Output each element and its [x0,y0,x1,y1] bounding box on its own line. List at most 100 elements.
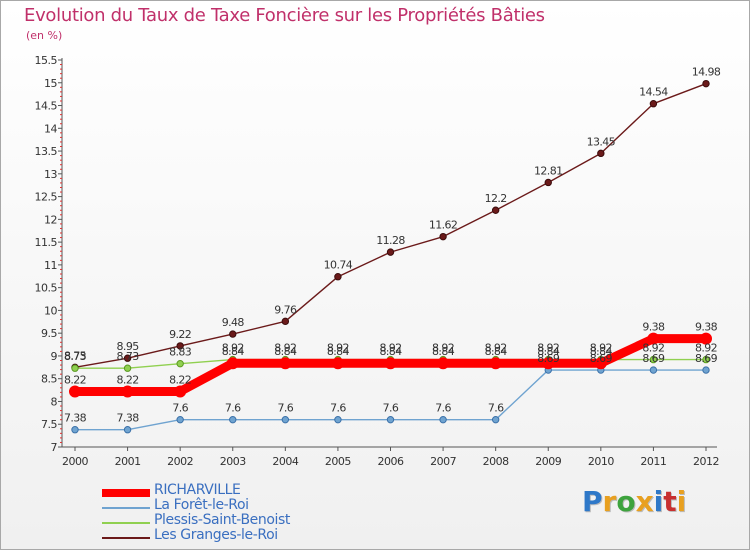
data-label: 8.73 [117,350,140,363]
y-tick-label: 15.5 [35,54,58,67]
y-tick-label: 8.5 [41,373,57,386]
data-point [69,385,81,398]
data-label: 12.81 [534,164,563,177]
x-tick-label: 2004 [272,455,298,468]
data-label: 7.6 [488,402,504,415]
data-label: 8.84 [590,345,613,358]
data-point [121,385,134,398]
data-point [386,248,395,256]
data-point [542,357,555,370]
data-label: 8.92 [432,342,454,355]
data-point [489,357,502,370]
data-label: 8.75 [64,349,87,362]
data-label: 8.83 [169,346,192,359]
data-label: 8.92 [642,342,664,355]
x-tick-label: 2009 [535,455,561,468]
logo-letter: P [582,485,603,518]
unit-label: (en %) [26,29,63,42]
logo-letter: i [676,485,687,518]
data-label: 9.38 [642,321,665,334]
data-label: 11.28 [376,234,405,247]
x-tick-label: 2007 [430,455,456,468]
data-label: 9.76 [274,303,297,316]
y-tick-label: 11 [44,259,57,272]
data-point [176,359,184,368]
y-tick-label: 9 [51,350,58,363]
y-tick-label: 15 [44,77,57,90]
data-point [123,354,132,362]
data-label: 8.84 [327,345,350,358]
data-point [71,364,79,372]
data-point [386,415,395,424]
y-tick-label: 10.5 [35,282,58,295]
data-point [229,330,237,338]
data-label: 8.92 [485,342,507,355]
data-point [700,332,712,345]
data-label: 8.92 [695,342,717,355]
data-point [544,178,552,187]
logo-letter: o [616,485,636,518]
data-point [649,100,658,108]
data-point [174,385,187,398]
data-point [491,206,500,214]
data-label: 10.74 [324,259,353,272]
data-label: 7.6 [277,402,293,415]
y-tick-label: 12.5 [35,191,58,204]
legend-label: La Forêt-le-Roi [154,497,249,513]
proxiti-logo: Proxiti [582,485,686,518]
data-label: 8.84 [379,345,402,358]
y-tick-label: 13.5 [35,145,58,158]
legend-swatch [102,537,150,539]
y-tick-label: 7 [51,441,58,454]
data-point [71,425,79,434]
data-label: 8.69 [695,352,718,365]
data-point [594,357,607,370]
data-point [384,357,397,370]
y-tick-label: 13 [44,168,57,181]
data-point [649,355,658,364]
data-label: 8.22 [117,373,139,386]
legend-label: RICHARVILLE [154,482,241,498]
legend-label: Les Granges-le-Roi [154,527,278,543]
data-point [334,415,342,424]
data-label: 7.38 [117,412,140,425]
data-point [334,273,342,281]
logo-letter: x [635,485,654,518]
data-point [437,357,450,370]
data-label: 7.6 [172,402,188,415]
logo-letter: r [602,485,617,518]
x-tick-label: 2008 [483,455,509,468]
data-label: 9.38 [695,321,718,334]
data-label: 8.84 [537,345,560,358]
data-label: 12.2 [485,192,507,205]
data-label: 14.54 [639,86,668,99]
data-point [439,415,447,424]
x-tick-label: 2010 [588,455,614,468]
data-point [649,366,658,374]
y-tick-label: 8 [51,395,58,408]
data-point [331,357,344,370]
data-label: 13.45 [587,135,616,148]
legend-label: Plessis-Saint-Benoist [154,512,290,528]
x-tick-label: 2005 [325,455,351,468]
data-label: 7.6 [330,402,346,415]
data-point [491,415,500,424]
data-label: 8.69 [537,352,560,365]
data-point [281,317,290,326]
data-point [281,415,290,424]
y-tick-label: 14 [44,122,57,135]
data-label: 14.98 [692,66,721,79]
data-point [439,232,447,241]
data-label: 8.84 [485,345,508,358]
data-label: 7.38 [64,412,87,425]
data-point [279,357,292,370]
legend-swatch [102,522,150,524]
x-tick-label: 2012 [693,455,719,468]
data-label: 7.6 [435,402,451,415]
y-tick-label: 9.5 [41,327,57,340]
x-tick-label: 2002 [167,455,193,468]
y-tick-label: 14.5 [35,100,58,113]
data-point [176,415,184,424]
data-label: 8.22 [169,373,191,386]
